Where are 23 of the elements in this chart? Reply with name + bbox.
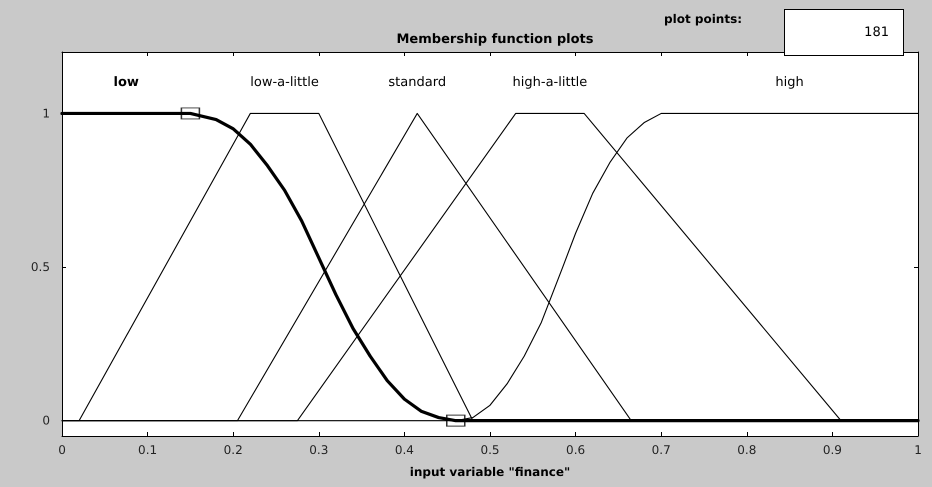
y-tick-label: 0.5 xyxy=(30,260,50,274)
x-tick-label: 0.1 xyxy=(138,443,158,457)
text: standard xyxy=(388,75,446,90)
x-tick-label: 0.6 xyxy=(566,443,586,457)
x-tick-label: 1 xyxy=(914,443,922,457)
x-tick-label: 0.9 xyxy=(822,443,842,457)
x-tick-label: 0.5 xyxy=(480,443,500,457)
series-label: low xyxy=(113,75,139,90)
series-label: low-a-little xyxy=(250,75,319,90)
y-tick-label: 0 xyxy=(42,414,50,428)
number-field: 181 xyxy=(784,9,904,56)
x-tick-label: 0.3 xyxy=(309,443,328,457)
x-axis-title: input variable "finance" xyxy=(410,465,570,479)
text: plot points: xyxy=(664,12,742,26)
series-label: high-a-little xyxy=(512,75,588,90)
x-tick-label: 0.8 xyxy=(737,443,756,457)
series-label: high xyxy=(775,75,804,90)
x-tick-label: 0 xyxy=(58,443,66,457)
x-tick-label: 0.2 xyxy=(224,443,243,457)
chart-title: Membership function plots xyxy=(396,32,594,47)
y-tick-label: 1 xyxy=(42,106,50,120)
x-tick-label: 0.7 xyxy=(652,443,671,457)
x-tick-label: 0.4 xyxy=(394,443,414,457)
